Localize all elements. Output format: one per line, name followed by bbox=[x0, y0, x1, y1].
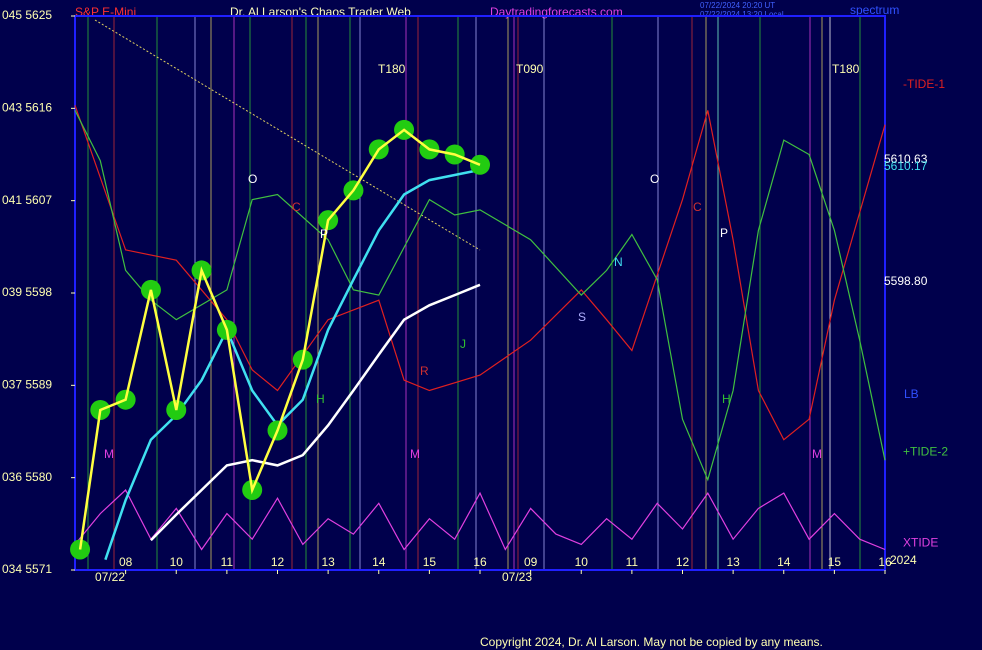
series-label: XTIDE bbox=[903, 536, 938, 550]
annotation: R bbox=[420, 364, 429, 378]
annotation: C bbox=[693, 200, 702, 214]
x-tick-label: 16 bbox=[878, 555, 892, 569]
y-tick-label: 039 5598 bbox=[2, 285, 52, 299]
x-tick-label: 11 bbox=[221, 555, 234, 569]
x-tick-label: 08 bbox=[119, 555, 133, 569]
copyright: Copyright 2024, Dr. Al Larson. May not b… bbox=[480, 635, 823, 649]
annotation: H bbox=[316, 392, 325, 406]
series-line bbox=[74, 489, 886, 551]
series-line bbox=[74, 110, 886, 482]
x-tick-label: 14 bbox=[777, 555, 791, 569]
x-tick-label: 15 bbox=[423, 555, 437, 569]
x-tick-label: 16 bbox=[473, 555, 487, 569]
x-tick-label: 10 bbox=[575, 555, 589, 569]
series-line bbox=[78, 128, 481, 550]
annotation: S bbox=[578, 310, 586, 324]
y-tick-label: 045 5625 bbox=[2, 8, 52, 22]
x-tick-label: 10 bbox=[170, 555, 184, 569]
x-tick-label: 13 bbox=[321, 555, 335, 569]
annotation: M bbox=[812, 447, 822, 461]
annotation: H bbox=[722, 392, 731, 406]
x-tick-label: 15 bbox=[828, 555, 842, 569]
y-tick-label: 037 5589 bbox=[2, 378, 52, 392]
site: Daytradingforecasts.com bbox=[490, 5, 623, 19]
date-label: 07/22 bbox=[95, 570, 125, 584]
timestamp: 07/22/2024 20:20 UT bbox=[700, 1, 775, 10]
x-tick-label: 09 bbox=[524, 555, 538, 569]
y-tick-label: 034 5571 bbox=[2, 562, 52, 576]
annotation: P bbox=[320, 227, 328, 241]
annotation: T090 bbox=[516, 62, 544, 76]
chart-title: Dr. Al Larson's Chaos Trader Web bbox=[230, 5, 411, 19]
annotation: P bbox=[720, 226, 728, 240]
x-tick-label: 12 bbox=[271, 555, 285, 569]
annotation: O bbox=[650, 172, 659, 186]
annotation: M bbox=[410, 447, 420, 461]
annotation: C bbox=[292, 200, 301, 214]
series-label: +TIDE-2 bbox=[903, 444, 948, 458]
annotation: T180 bbox=[378, 62, 406, 76]
series-line bbox=[74, 105, 886, 441]
annotation: J bbox=[460, 337, 466, 351]
annotation: 5598.80 bbox=[884, 274, 928, 288]
x-tick-label: 12 bbox=[676, 555, 690, 569]
trend-line bbox=[94, 19, 481, 251]
series-line bbox=[150, 283, 481, 542]
tag: spectrum bbox=[850, 3, 899, 17]
annotation: LB bbox=[904, 387, 919, 401]
annotation: M bbox=[104, 447, 114, 461]
y-tick-label: 041 5607 bbox=[2, 193, 52, 207]
y-tick-label: 036 5580 bbox=[2, 470, 52, 484]
y-tick-label: 043 5616 bbox=[2, 101, 52, 115]
timestamp: 07/22/2024 13:20 Local bbox=[700, 10, 784, 19]
annotation: O bbox=[248, 172, 257, 186]
x-tick-label: 11 bbox=[626, 555, 639, 569]
annotation: 5610.63 bbox=[884, 152, 928, 166]
series-label: -TIDE-1 bbox=[903, 77, 945, 91]
x-tick-label: 13 bbox=[726, 555, 740, 569]
date-label: 07/23 bbox=[502, 570, 532, 584]
series-line bbox=[104, 168, 481, 561]
x-tick-label: 14 bbox=[372, 555, 386, 569]
year: 2024 bbox=[890, 553, 917, 567]
annotation: N bbox=[614, 255, 623, 269]
annotation: 5610.17 bbox=[884, 159, 928, 173]
subtitle: S&P E-Mini bbox=[75, 5, 136, 19]
annotation: T180 bbox=[832, 62, 860, 76]
